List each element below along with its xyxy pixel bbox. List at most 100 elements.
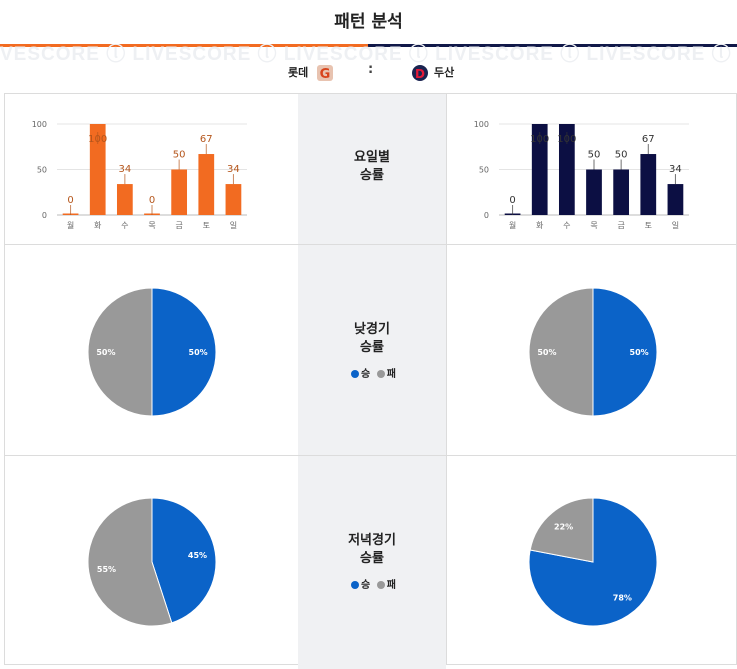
- x-tick-label: 월: [509, 220, 516, 230]
- bar: [586, 169, 602, 215]
- x-tick-label: 화: [536, 221, 544, 230]
- data-label: 67: [642, 134, 655, 145]
- night-game-legend: 승 패: [298, 576, 446, 591]
- weekday-label-line2: 승률: [360, 168, 384, 183]
- night-game-label-cell: 저녁경기 승률 승 패: [298, 455, 446, 669]
- data-label: 67: [200, 134, 213, 145]
- away-weekday-bar-chart: 0 50 100 0 월 100 화 100 수 50 목 50 금 67 토 34 일: [474, 120, 689, 230]
- loss-legend-label: 패: [386, 369, 396, 380]
- pie-slice-label: 50%: [537, 348, 556, 357]
- x-tick-label: 금: [175, 221, 182, 230]
- home-night-game-panel: 45% 55%: [4, 455, 299, 665]
- doosan-bears-logo-icon: D: [412, 65, 428, 81]
- pie-slice-label: 78%: [613, 594, 632, 603]
- weekday-label-line1: 요일별: [354, 150, 390, 165]
- livescore-watermark: VESCORE ⓛ LIVESCORE ⓛ LIVESCORE ⓛ LIVESC…: [0, 44, 737, 65]
- pie-slice: [529, 497, 594, 563]
- y-tick-label: 100: [474, 120, 489, 129]
- away-night-game-pie-chart: 78% 22%: [528, 497, 658, 627]
- x-tick-label: 일: [230, 221, 237, 230]
- pie-slice: [151, 287, 217, 417]
- weekday-label-cell: 요일별 승률: [298, 93, 446, 245]
- data-label: 34: [669, 164, 682, 175]
- bar: [640, 154, 657, 215]
- x-tick-label: 토: [203, 221, 210, 230]
- data-label: 0: [149, 195, 155, 206]
- loss-legend-dot-icon: [376, 581, 385, 589]
- pie-slice-label: 50%: [96, 348, 115, 357]
- bar: [558, 124, 575, 215]
- svg-text:D: D: [415, 67, 425, 81]
- data-label: 100: [557, 134, 576, 145]
- night-game-label-line1: 저녁경기: [348, 533, 396, 548]
- data-label: 34: [118, 164, 131, 175]
- data-label: 50: [588, 150, 601, 161]
- data-label: 0: [509, 195, 515, 206]
- home-weekday-panel: 0 50 100 0 월 100 화 34 수 0 목 50 금 67 토 34 일: [4, 93, 299, 245]
- x-tick-label: 화: [94, 221, 102, 230]
- pie-slice: [592, 287, 658, 417]
- away-day-game-panel: 50% 50%: [446, 244, 737, 456]
- day-game-legend: 승 패: [298, 365, 446, 380]
- home-weekday-bar-chart: 0 50 100 0 월 100 화 34 수 0 목 50 금 67 토 34 일: [32, 120, 247, 230]
- y-tick-label: 100: [32, 120, 47, 129]
- pie-slice: [528, 287, 594, 417]
- data-label: 100: [530, 134, 549, 145]
- bar: [198, 154, 215, 215]
- pie-slice-label: 22%: [554, 522, 573, 531]
- bar: [171, 169, 188, 215]
- matchup-separator: :: [368, 62, 374, 77]
- away-team-name: 두산: [434, 66, 455, 79]
- day-game-label-line2: 승률: [360, 340, 384, 355]
- win-legend-label: 승: [361, 369, 371, 380]
- bar: [667, 184, 684, 215]
- bar: [613, 169, 630, 215]
- x-tick-label: 목: [148, 221, 155, 230]
- y-tick-label: 50: [37, 166, 47, 175]
- away-day-game-pie-chart: 50% 50%: [528, 287, 658, 417]
- day-game-label-line1: 낮경기: [354, 322, 390, 337]
- bar: [116, 184, 133, 215]
- home-day-game-panel: 50% 50%: [4, 244, 299, 456]
- team-matchup: 롯데 G : D 두산: [0, 58, 737, 88]
- x-tick-label: 일: [672, 221, 679, 230]
- x-tick-label: 목: [590, 221, 597, 230]
- x-tick-label: 수: [121, 221, 128, 230]
- x-tick-label: 수: [563, 221, 570, 230]
- home-team-name: 롯데: [288, 66, 309, 79]
- data-label: 50: [615, 150, 628, 161]
- x-tick-label: 금: [617, 221, 624, 230]
- away-night-game-panel: 78% 22%: [446, 455, 737, 665]
- pie-slice: [151, 497, 217, 624]
- pie-slice: [528, 497, 658, 627]
- lotte-giants-logo-icon: G: [317, 65, 333, 82]
- svg-text:G: G: [320, 67, 331, 82]
- pie-slice-label: 50%: [189, 348, 208, 357]
- data-label: 0: [67, 195, 73, 206]
- bar: [225, 184, 242, 215]
- win-legend-dot-icon: [351, 581, 360, 589]
- data-label: 34: [227, 164, 240, 175]
- loss-legend-dot-icon: [376, 370, 385, 378]
- day-game-label-cell: 낮경기 승률 승 패: [298, 244, 446, 456]
- pie-slice-label: 50%: [630, 348, 649, 357]
- bar: [531, 124, 548, 215]
- data-label: 50: [173, 150, 186, 161]
- y-tick-label: 0: [484, 211, 489, 220]
- pie-slice: [87, 497, 173, 627]
- home-accent-bar: [0, 44, 368, 47]
- win-legend-dot-icon: [351, 370, 360, 378]
- data-label: 100: [88, 134, 107, 145]
- away-weekday-panel: 0 50 100 0 월 100 화 100 수 50 목 50 금 67 토 34 일: [446, 93, 737, 245]
- loss-legend-label: 패: [386, 580, 396, 591]
- y-tick-label: 50: [479, 166, 489, 175]
- x-tick-label: 월: [67, 220, 74, 230]
- pie-slice-label: 55%: [97, 565, 116, 574]
- page-title: 패턴 분석: [334, 12, 403, 32]
- night-game-label-line2: 승률: [360, 551, 384, 566]
- home-day-game-pie-chart: 50% 50%: [87, 287, 217, 417]
- pie-slice-label: 45%: [188, 551, 207, 560]
- pie-slice: [87, 287, 153, 417]
- y-tick-label: 0: [42, 211, 47, 220]
- home-night-game-pie-chart: 45% 55%: [87, 497, 217, 627]
